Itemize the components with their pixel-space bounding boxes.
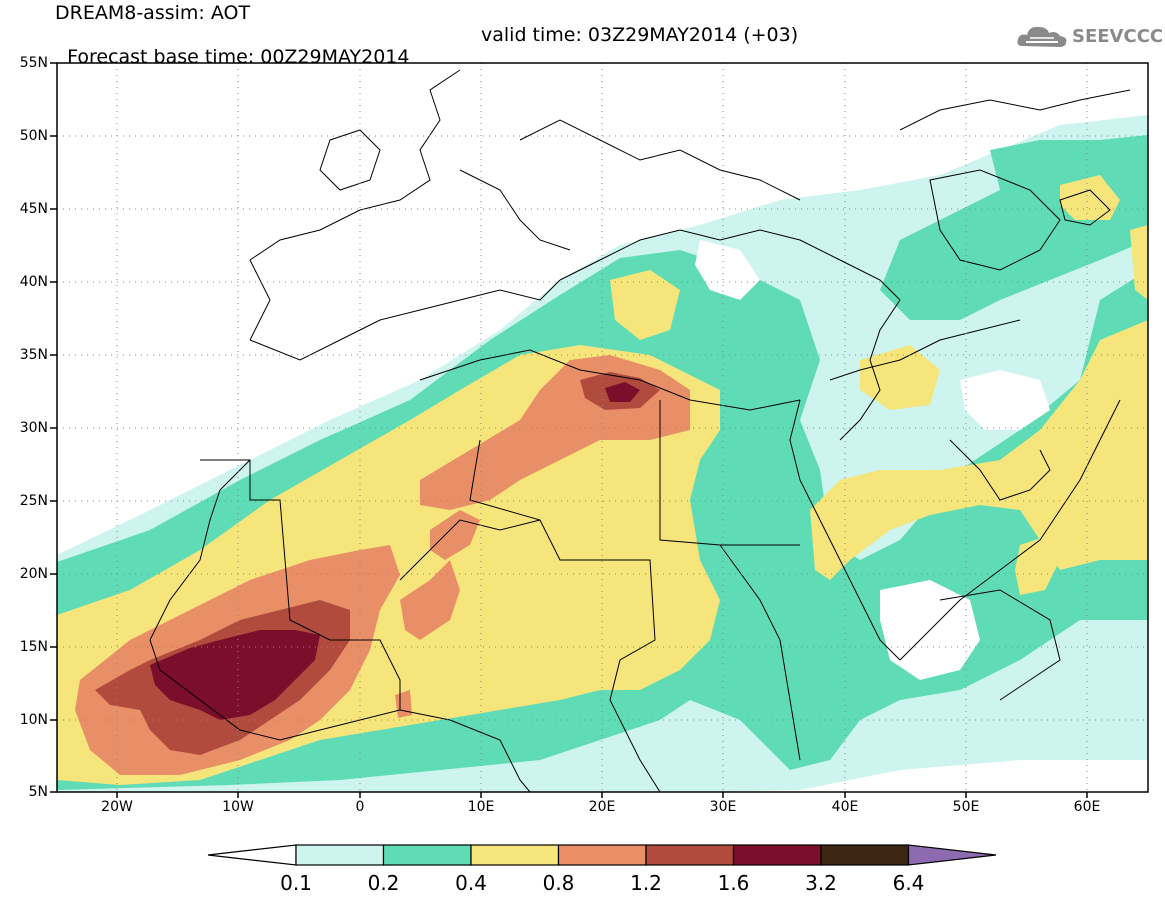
colorbar-swatch	[645, 844, 735, 866]
map-title: DREAM8-assim: AOT	[55, 2, 251, 24]
lon-label: 40E	[831, 799, 859, 815]
seevccc-logo: SEEVCCC	[1016, 22, 1163, 52]
colorbar-label: 0.8	[542, 871, 575, 895]
colorbar-label: 0.4	[455, 871, 487, 895]
lat-label: 40N	[19, 274, 48, 290]
lat-label: 25N	[19, 493, 48, 509]
colorbar-label: 1.6	[717, 871, 750, 895]
colorbar-low-arrow	[207, 844, 297, 866]
lon-label: 0	[355, 799, 365, 815]
colorbar-swatch	[732, 844, 822, 866]
lat-label: 45N	[19, 201, 48, 217]
colorbar-label: 3.2	[805, 871, 837, 895]
colorbar-swatch	[820, 844, 910, 866]
colorbar-high-arrow	[907, 844, 997, 866]
colorbar-swatch	[382, 844, 472, 866]
lon-label: 20E	[588, 799, 616, 815]
lon-label: 30E	[709, 799, 737, 815]
cloud-icon	[1017, 26, 1067, 47]
lat-label: 50N	[19, 128, 48, 144]
colorbar-swatch	[557, 844, 647, 866]
lon-label: 10E	[467, 799, 495, 815]
colorbar-swatch	[470, 844, 560, 866]
lat-label: 20N	[19, 566, 48, 582]
lon-label: 60E	[1073, 799, 1101, 815]
valid-time: valid time: 03Z29MAY2014 (+03)	[481, 24, 799, 46]
lat-label: 55N	[19, 55, 48, 71]
colorbar-label: 0.2	[367, 871, 400, 895]
lon-label: 10W	[222, 799, 254, 815]
lon-label: 20W	[101, 799, 133, 815]
lat-label: 10N	[19, 712, 48, 728]
lat-label: 15N	[19, 639, 48, 655]
colorbar-swatch	[295, 844, 385, 866]
aot-field	[57, 63, 1148, 792]
lat-label: 30N	[19, 420, 48, 436]
colorbar	[207, 844, 997, 866]
colorbar-label: 0.1	[280, 871, 312, 895]
lat-label: 35N	[19, 347, 48, 363]
colorbar-label: 1.2	[630, 871, 662, 895]
colorbar-label: 6.4	[892, 871, 925, 895]
lat-label: 5N	[28, 784, 48, 800]
lon-label: 50E	[952, 799, 980, 815]
